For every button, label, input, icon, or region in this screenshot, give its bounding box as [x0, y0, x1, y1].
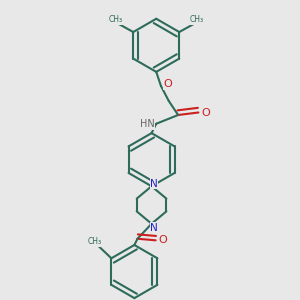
Text: CH₃: CH₃	[88, 237, 102, 246]
Text: CH₃: CH₃	[109, 15, 123, 24]
Text: N: N	[150, 223, 158, 232]
Text: N: N	[150, 179, 158, 189]
Text: O: O	[164, 80, 172, 89]
Text: O: O	[201, 107, 210, 118]
Text: HN: HN	[140, 119, 155, 129]
Text: CH₃: CH₃	[189, 15, 203, 24]
Text: O: O	[158, 235, 167, 245]
